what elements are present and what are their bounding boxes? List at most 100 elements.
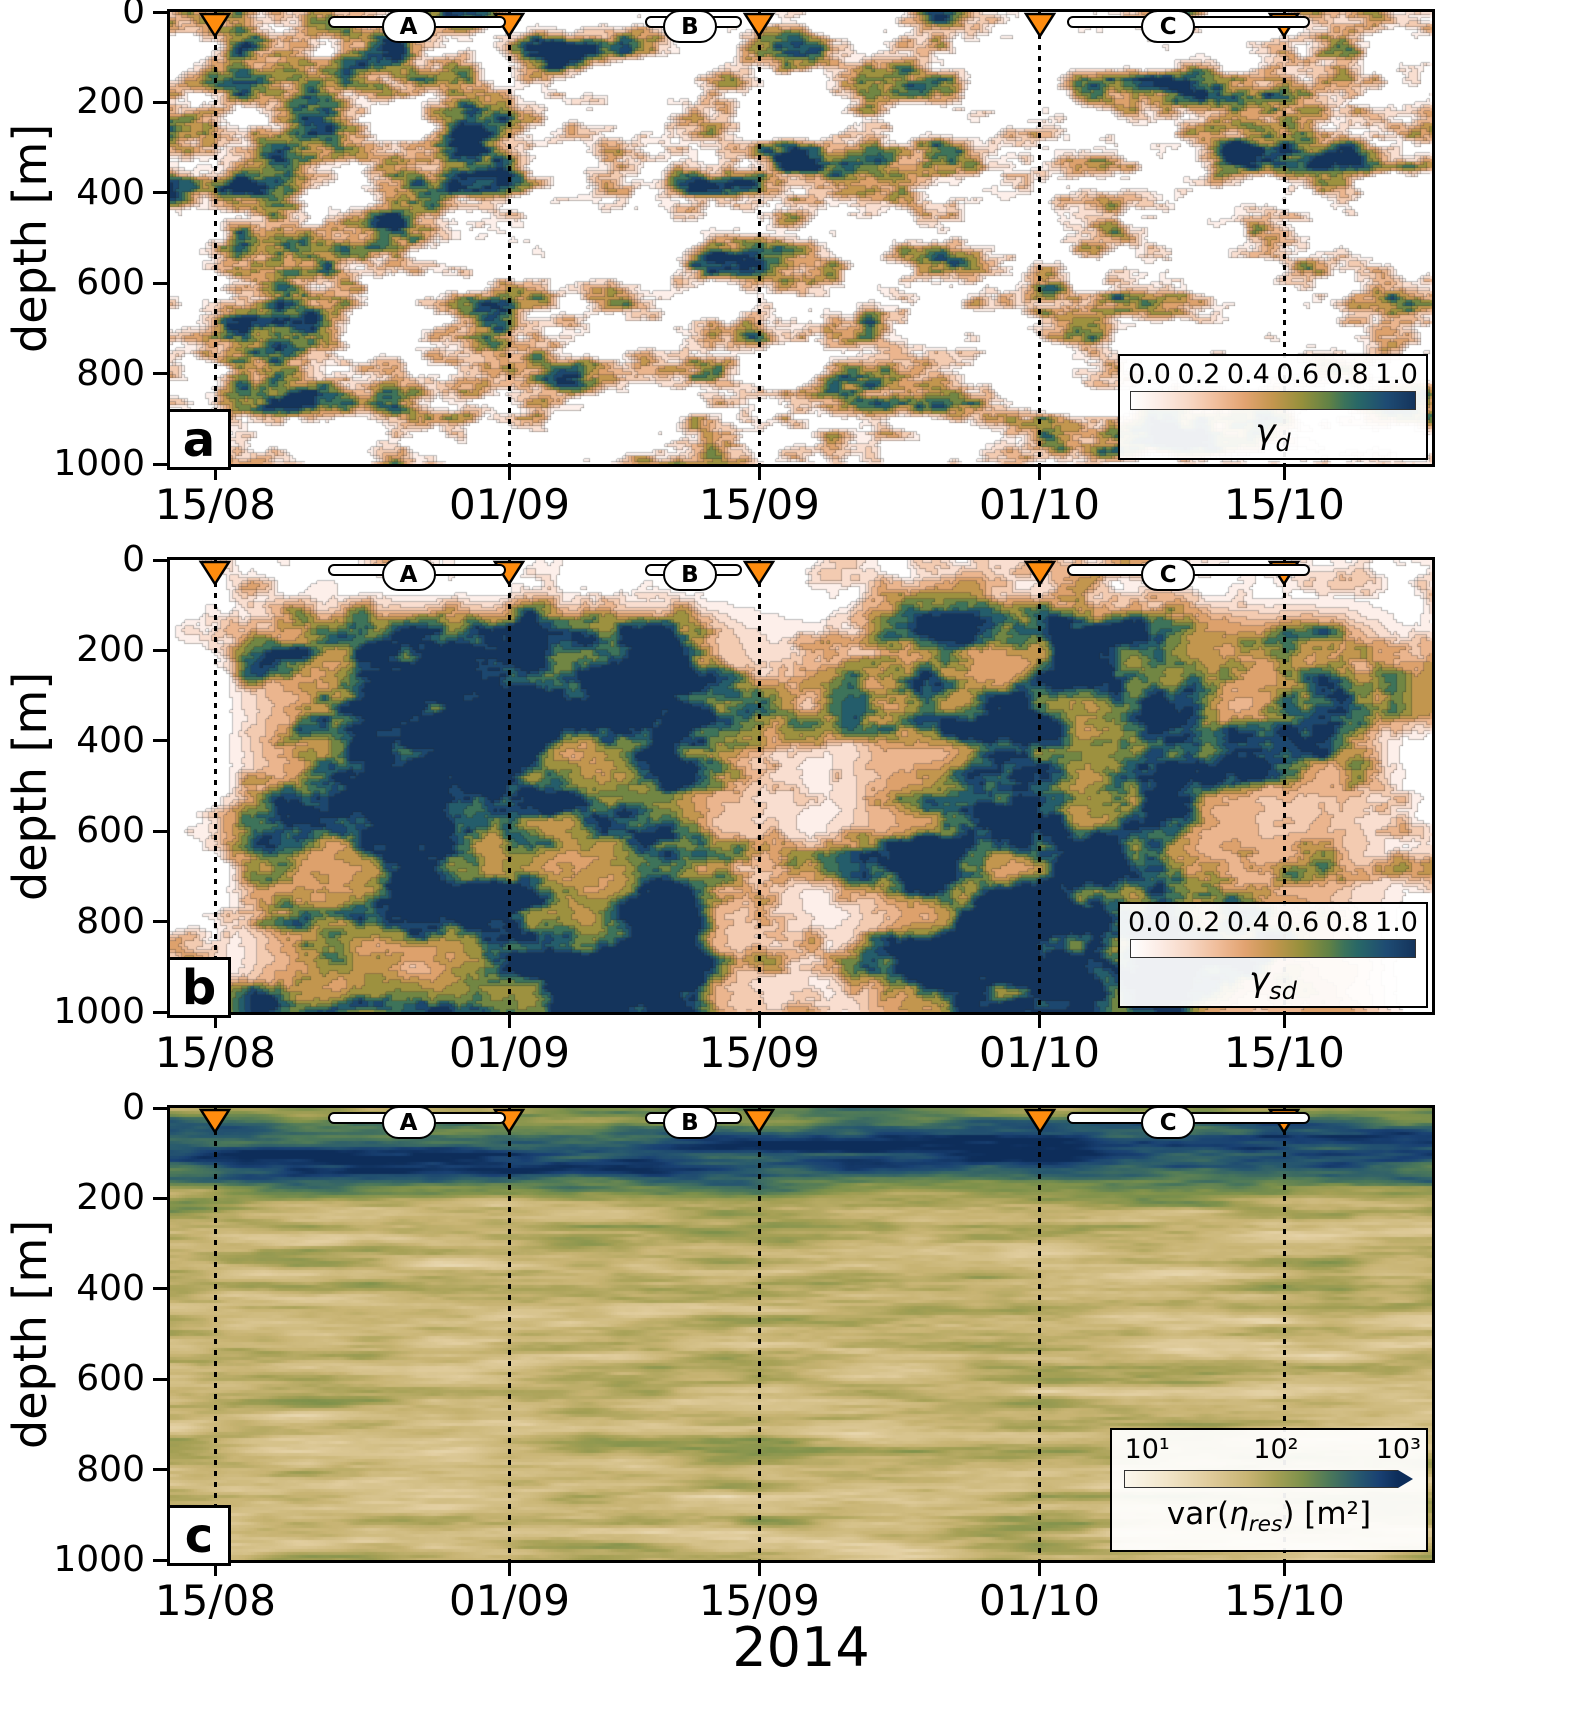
y-tick-mark: [153, 1010, 167, 1014]
y-tick-mark: [153, 739, 167, 743]
y-tick-label: 400: [76, 1267, 145, 1309]
x-tick-mark: [1038, 467, 1042, 480]
panel-letter-box: c: [167, 1505, 231, 1566]
x-tick-mark: [1038, 1563, 1042, 1576]
y-tick-mark: [153, 829, 167, 833]
event-dotted-line: [213, 1108, 217, 1560]
event-dotted-line: [1282, 560, 1286, 1012]
x-tick-mark: [507, 467, 511, 480]
y-tick-label: 0: [122, 1087, 145, 1128]
y-tick-label: 600: [76, 1358, 145, 1400]
deployment-label-capsule: B: [662, 10, 717, 43]
colorbar-inset: 10¹ 10² 10³ var(ηres) [m²]: [1110, 1428, 1428, 1552]
y-tick-mark: [153, 1196, 167, 1200]
x-tick-label: 15/10: [1223, 480, 1345, 529]
y-tick-label: 800: [76, 1448, 145, 1490]
event-triangle-icon: [198, 1108, 232, 1135]
y-tick-label: 200: [76, 1177, 145, 1219]
y-tick-label: 0: [122, 539, 145, 580]
x-tick-mark: [757, 467, 761, 480]
colorbar-tick-label: 0.0: [1128, 907, 1171, 938]
x-tick-mark: [1282, 1015, 1286, 1028]
event-triangle-icon: [492, 12, 526, 39]
event-dotted-line: [507, 1108, 511, 1560]
colorbar-tick-label: 0.6: [1276, 907, 1320, 938]
deployment-label-capsule: B: [662, 558, 717, 591]
colorbar-tick-label: 1.0: [1375, 359, 1418, 390]
event-dotted-line: [1282, 1108, 1286, 1560]
x-tick-mark: [213, 1563, 217, 1576]
colorbar-tick-row: 0.0 0.2 0.4 0.6 0.8 1.0: [1128, 359, 1418, 390]
x-tick-label: 01/09: [448, 1028, 570, 1077]
x-tick-label: 15/08: [154, 1028, 276, 1077]
colorbar-inset: 0.0 0.2 0.4 0.6 0.8 1.0 γsd: [1118, 902, 1428, 1008]
deployment-label-capsule: C: [1141, 10, 1196, 43]
colorbar-inset: 0.0 0.2 0.4 0.6 0.8 1.0 γd: [1118, 354, 1428, 460]
y-axis-label: depth [m]: [3, 671, 57, 901]
x-tick-mark: [1038, 1015, 1042, 1028]
colorbar-tick-label: 0.8: [1325, 907, 1369, 938]
event-triangle-icon: [1023, 1108, 1057, 1135]
y-tick-label: 400: [76, 171, 145, 213]
event-dotted-line: [757, 560, 761, 1012]
event-triangle-icon: [742, 12, 776, 39]
colorbar-label: var(ηres) [m²]: [1112, 1496, 1426, 1537]
event-triangle-icon: [492, 1108, 526, 1135]
panel-letter-box: a: [167, 409, 231, 470]
event-dotted-line: [507, 560, 511, 1012]
y-tick-label: 1000: [53, 991, 145, 1032]
y-tick-label: 1000: [53, 1539, 145, 1580]
x-tick-mark: [1282, 467, 1286, 480]
colorbar-label: γsd: [1120, 960, 1426, 1005]
deployment-bar: [327, 564, 506, 576]
deployment-bar: [1067, 1112, 1310, 1124]
colorbar-label-subscript: sd: [1269, 976, 1297, 1005]
x-tick-label: 15/10: [1223, 1028, 1345, 1077]
x-tick-label: 01/10: [978, 480, 1101, 529]
y-tick-label: 600: [76, 262, 145, 304]
event-dotted-line: [507, 12, 511, 464]
x-tick-mark: [507, 1563, 511, 1576]
deployment-label-capsule: C: [1141, 1106, 1196, 1139]
colorbar-tick-label: 0.2: [1177, 907, 1221, 938]
colorbar-label-symbol: η: [1229, 1496, 1249, 1532]
y-tick-label: 800: [76, 352, 145, 394]
y-tick-mark: [153, 920, 167, 924]
y-tick-mark: [153, 1287, 167, 1291]
colorbar-tick-label: 0.0: [1128, 359, 1171, 390]
panel-letter-box: b: [167, 957, 231, 1018]
x-tick-label: 15/09: [698, 480, 820, 529]
deployment-bar: [1067, 564, 1310, 576]
colorbar-tick-label: 0.2: [1177, 359, 1221, 390]
deployment-bar: [644, 1112, 742, 1124]
y-tick-label: 800: [76, 900, 145, 942]
y-axis-label: depth [m]: [3, 1219, 57, 1449]
y-tick-mark: [153, 648, 167, 652]
y-tick-mark: [153, 10, 167, 14]
colorbar-gradient: [1130, 391, 1416, 410]
y-tick-label: 0: [122, 0, 145, 32]
plot-frame: [167, 9, 1435, 467]
y-tick-mark: [153, 462, 167, 466]
heatmap-canvas-a: [170, 12, 1432, 464]
deployment-label-capsule: C: [1141, 558, 1196, 591]
y-tick-mark: [153, 1377, 167, 1381]
colorbar-label-prefix: var(: [1166, 1496, 1230, 1532]
colorbar-tick-label: 10²: [1253, 1434, 1299, 1465]
colorbar-tick-label: 10¹: [1124, 1434, 1170, 1465]
x-tick-mark: [1282, 1563, 1286, 1576]
event-triangle-icon: [492, 560, 526, 587]
colorbar-label-symbol: γ: [1249, 960, 1270, 1000]
colorbar-label-subscript: res: [1248, 1512, 1283, 1538]
event-triangle-icon: [198, 12, 232, 39]
colorbar-tick-label: 0.4: [1226, 359, 1270, 390]
y-tick-mark: [153, 372, 167, 376]
y-tick-label: 200: [76, 629, 145, 671]
plot-frame: [167, 1105, 1435, 1563]
colorbar-label: γd: [1120, 412, 1426, 457]
x-tick-mark: [757, 1563, 761, 1576]
colorbar-label-symbol: γ: [1255, 412, 1276, 452]
heatmap-canvas-c: [170, 1108, 1432, 1560]
colorbar-gradient: [1130, 939, 1416, 958]
